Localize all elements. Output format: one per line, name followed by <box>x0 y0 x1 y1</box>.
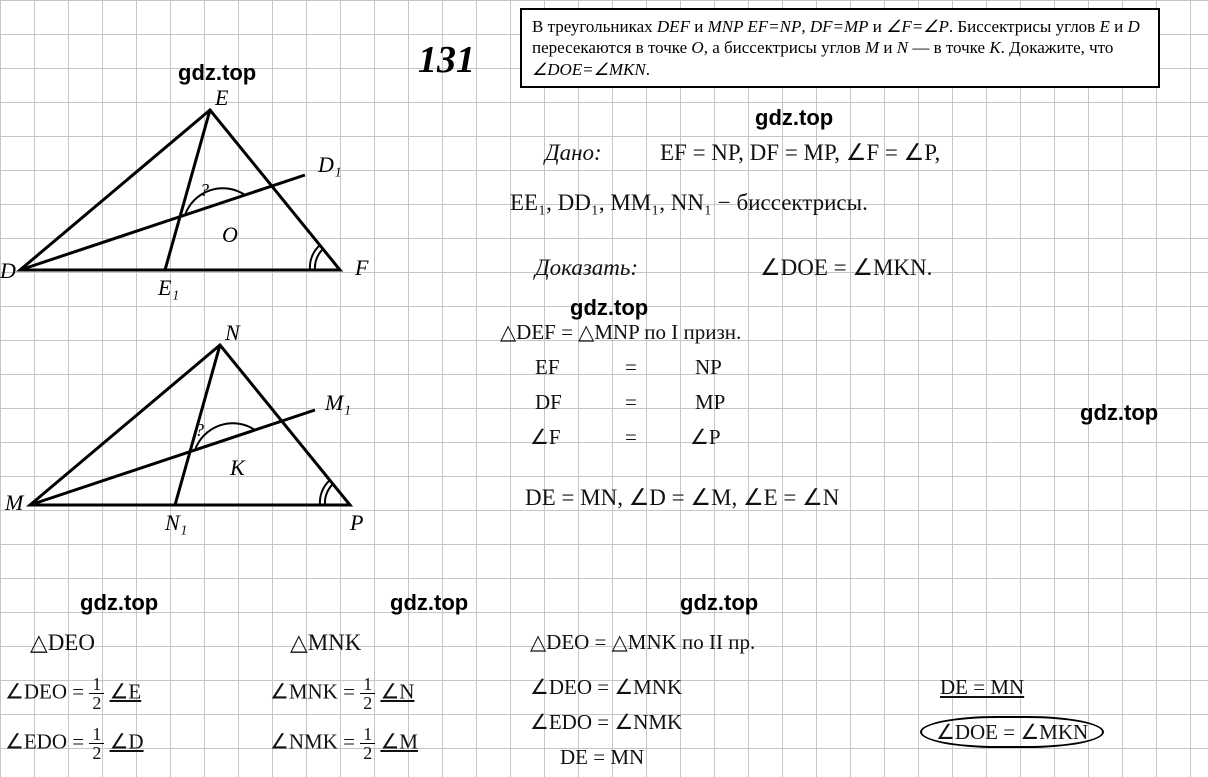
col3-row3: ∠EDO = ∠NMK <box>530 710 682 735</box>
proof-ef: EF <box>535 355 560 380</box>
txt: В треугольниках <box>532 17 657 36</box>
watermark: gdz.top <box>1080 400 1158 426</box>
watermark: gdz.top <box>178 60 256 86</box>
proof-df: DF <box>535 390 562 415</box>
prove-goal: ∠DOE = ∠MKN. <box>760 255 932 281</box>
txt: , а биссектрисы углов <box>704 38 865 57</box>
txt: E <box>1099 17 1109 36</box>
col3-row2: ∠DEO = ∠MNK <box>530 675 682 700</box>
prove-heading: Доказать: <box>535 255 638 281</box>
txt: ∠DEO = <box>5 679 84 703</box>
vertex-label-d: D <box>0 258 16 284</box>
txt: ∠F=∠P <box>886 17 949 36</box>
col2-row1: ∠MNK = 12 ∠N <box>270 675 414 712</box>
txt: Докажите, что <box>1009 38 1113 57</box>
proof-eq: = <box>625 355 637 380</box>
txt: DF=MP <box>810 17 869 36</box>
txt: DEF <box>657 17 690 36</box>
point-label-m1: M₁ <box>325 390 351 416</box>
proof-line1: △DEF = △MNP по I призн. <box>500 320 741 345</box>
txt: ∠DOE=∠MKN <box>532 60 646 79</box>
col1-row1: ∠DEO = 12 ∠E <box>5 675 141 712</box>
vertex-label-f: F <box>355 255 368 281</box>
proof-eq: = <box>625 390 637 415</box>
txt: . <box>1001 38 1005 57</box>
watermark: gdz.top <box>680 590 758 616</box>
proof-ap: ∠P <box>690 425 721 450</box>
problem-number: 131 <box>418 38 475 82</box>
txt: и <box>869 17 887 36</box>
proof-np: NP <box>695 355 722 380</box>
txt: MNP EF=NP <box>708 17 802 36</box>
given-line1: EF = NP, DF = MP, ∠F = ∠P, <box>660 140 940 166</box>
txt: ∠EDO = <box>5 729 84 753</box>
col3-row1: △DEO = △MNK по II пр. <box>530 630 755 655</box>
txt: ∠N <box>380 679 414 703</box>
txt: ∠E <box>110 679 142 703</box>
vertex-label-p: P <box>350 510 363 536</box>
vertex-label-m: M <box>5 490 23 516</box>
point-label-n1: N₁ <box>165 510 187 536</box>
final-result: ∠DOE = ∠MKN <box>920 716 1104 748</box>
txt: . <box>646 60 650 79</box>
fraction: 12 <box>89 725 104 762</box>
txt: D <box>1127 17 1139 36</box>
angle-question-mark: ? <box>200 180 209 201</box>
watermark: gdz.top <box>390 590 468 616</box>
col3-row4: DE = MN <box>560 745 644 770</box>
txt: и <box>879 38 897 57</box>
triangle-mnp-figure <box>20 335 400 525</box>
angle-question-mark: ? <box>195 420 204 441</box>
vertex-label-n: N <box>225 320 240 346</box>
vertex-label-e: E <box>215 85 228 111</box>
proof-mp: MP <box>695 390 725 415</box>
col2-row2: ∠NMK = 12 ∠M <box>270 725 418 762</box>
problem-statement-box: В треугольниках DEF и MNP EF=NP, DF=MP и… <box>520 8 1160 88</box>
txt: и <box>690 17 708 36</box>
txt: N <box>897 38 908 57</box>
col2-heading: △MNK <box>290 630 361 656</box>
txt: , <box>801 17 810 36</box>
watermark: gdz.top <box>570 295 648 321</box>
txt: K <box>989 38 1000 57</box>
point-label-d1: D₁ <box>318 152 342 178</box>
txt: ∠MNK = <box>270 679 355 703</box>
col1-heading: △DEO <box>30 630 95 656</box>
proof-line5: DE = MN, ∠D = ∠M, ∠E = ∠N <box>525 485 839 511</box>
txt: O <box>691 38 703 57</box>
point-label-o: O <box>222 222 238 248</box>
given-line2: EE₁, DD₁, MM₁, NN₁ − биссектрисы. <box>510 190 868 216</box>
txt: DE = MN <box>940 675 1024 699</box>
watermark: gdz.top <box>755 105 833 131</box>
txt: M <box>865 38 879 57</box>
proof-af: ∠F <box>530 425 561 450</box>
fraction: 12 <box>89 675 104 712</box>
point-label-k: K <box>230 455 245 481</box>
txt: ∠D <box>110 729 144 753</box>
txt: — в точке <box>908 38 989 57</box>
proof-eq: = <box>625 425 637 450</box>
point-label-e1: E₁ <box>158 275 179 301</box>
watermark: gdz.top <box>80 590 158 616</box>
txt: ∠NMK = <box>270 729 355 753</box>
given-heading: Дано: <box>545 140 602 166</box>
fraction: 12 <box>360 725 375 762</box>
col4-row1: DE = MN <box>940 675 1024 700</box>
txt: . Биссектрисы углов <box>949 17 1100 36</box>
txt: ∠M <box>380 729 418 753</box>
fraction: 12 <box>360 675 375 712</box>
col1-row2: ∠EDO = 12 ∠D <box>5 725 144 762</box>
txt: и <box>1110 17 1128 36</box>
col4-row2-result: ∠DOE = ∠MKN <box>920 720 1104 745</box>
txt: пересекаются в точке <box>532 38 691 57</box>
